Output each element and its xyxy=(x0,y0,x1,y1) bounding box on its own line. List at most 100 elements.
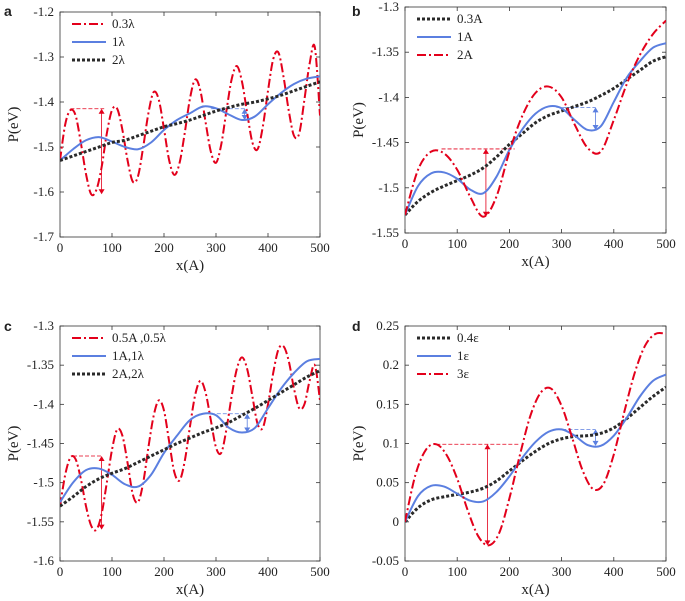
x-tick-label: 0 xyxy=(402,236,409,251)
x-tick-label: 300 xyxy=(206,564,226,579)
panel-letter: a xyxy=(4,3,12,19)
x-axis-label: x(A) xyxy=(521,582,549,598)
annotation-arrow-up xyxy=(98,108,105,114)
y-tick-label: -1.2 xyxy=(33,4,54,19)
y-tick-label: -1.55 xyxy=(27,514,54,529)
panel-d: d0 100 200 300 400 5000.250.20.150.10.050-0.0… xyxy=(351,318,676,598)
x-tick-label: 500 xyxy=(656,564,676,579)
x-tick-label: 200 xyxy=(154,564,174,579)
panel-letter: b xyxy=(352,3,361,19)
series-line-0 xyxy=(405,55,666,216)
plot-area xyxy=(60,344,320,532)
legend-label-2: 2λ xyxy=(112,52,126,67)
annotation-arrow-down xyxy=(592,124,599,130)
panel-letter: c xyxy=(4,318,12,334)
x-tick-label: 300 xyxy=(552,564,572,579)
plot-frame xyxy=(59,11,321,238)
panel-b: b 0 100 200 300 400 500 -1.3 -1.35 -1.4 -1.45 -1.5 -… xyxy=(351,0,676,270)
series-line-2 xyxy=(405,331,666,547)
annotation-arrow-down xyxy=(98,189,105,195)
panel-letter: d xyxy=(352,318,361,334)
panel-a: a 0 100 200 300 400 500 -1.2 -1.3 -1.4 -1.5 -1.6 -1.… xyxy=(4,3,330,274)
legend-label-1: 1λ xyxy=(112,34,126,49)
annotation-arrow-down xyxy=(484,540,491,546)
legend-label-1: 1ε xyxy=(457,348,470,363)
annotation-arrow-down xyxy=(241,115,248,120)
plot-area xyxy=(405,331,666,547)
series-line-1 xyxy=(405,42,666,216)
y-tick-label: -1.6 xyxy=(33,184,54,199)
y-tick-label: -1.6 xyxy=(33,553,54,568)
y-tick-label: -0.05 xyxy=(372,553,399,568)
series-line-0 xyxy=(60,344,320,532)
x-tick-label: 200 xyxy=(500,236,520,251)
plot-frame xyxy=(404,6,667,234)
y-tick-label: 0.1 xyxy=(383,436,399,451)
x-tick-label: 400 xyxy=(258,564,278,579)
x-tick-label: 100 xyxy=(102,240,122,255)
x-tick-label: 400 xyxy=(258,240,278,255)
y-tick-label: -1.5 xyxy=(33,139,54,154)
y-tick-label: 0.05 xyxy=(376,475,399,490)
y-axis-label: P(eV) xyxy=(6,107,22,143)
y-tick-label: -1.4 xyxy=(378,89,399,104)
annotation-arrow-down xyxy=(98,524,105,530)
legend-label-1: 1A,1λ xyxy=(112,348,145,363)
x-tick-label: 0 xyxy=(57,564,64,579)
x-tick-label: 100 xyxy=(447,236,467,251)
series-line-0 xyxy=(405,385,666,523)
legend-label-0: 0.4ε xyxy=(457,330,479,345)
y-tick-label: -1.3 xyxy=(33,49,54,64)
y-tick-label: -1.35 xyxy=(372,44,399,59)
y-tick-label: 0.25 xyxy=(376,318,399,333)
y-tick-label: -1.5 xyxy=(33,475,54,490)
y-axis-label: P(eV) xyxy=(351,426,367,462)
x-tick-label: 100 xyxy=(447,564,467,579)
y-tick-label: -1.5 xyxy=(378,180,399,195)
x-tick-label: 300 xyxy=(206,240,226,255)
x-axis-label: x(A) xyxy=(176,258,204,274)
panels: a 0 100 200 300 400 500 -1.2 -1.3 -1.4 -1.5 -1.6 -1.… xyxy=(4,0,676,598)
x-tick-label: 200 xyxy=(154,240,174,255)
x-tick-label: 200 xyxy=(500,564,520,579)
y-tick-label: 0.2 xyxy=(383,357,399,372)
series-line-0 xyxy=(60,43,320,197)
y-tick-label: -1.4 xyxy=(33,396,54,411)
y-tick-label: -1.45 xyxy=(372,135,399,150)
annotation-arrow-up xyxy=(98,456,105,462)
series-line-2 xyxy=(405,19,666,218)
annotation-arrow-up xyxy=(244,413,251,419)
y-tick-label: 0 xyxy=(393,514,400,529)
series-line-2 xyxy=(60,369,320,508)
annotation-arrow-up xyxy=(241,108,248,114)
legend-label-2: 2A,2λ xyxy=(112,366,145,381)
x-tick-label: 100 xyxy=(102,564,122,579)
x-axis-label: x(A) xyxy=(521,254,549,270)
y-tick-label: -1.35 xyxy=(27,357,54,372)
y-axis-label: P(eV) xyxy=(351,102,367,138)
legend-label-0: 0.3A xyxy=(457,11,483,26)
panel-c: c 0 100 200 300 400 500 -1.3 -1.35 -1.4 -1.45 -1.5 -… xyxy=(4,318,330,598)
y-tick-label: -1.45 xyxy=(27,436,54,451)
legend-label-2: 3ε xyxy=(457,366,470,381)
annotation-arrow-down xyxy=(244,427,251,433)
y-tick-label: -1.4 xyxy=(33,94,54,109)
annotation-arrow-up xyxy=(592,107,599,113)
y-tick-label: -1.3 xyxy=(378,0,399,14)
x-tick-label: 400 xyxy=(604,236,624,251)
x-tick-label: 500 xyxy=(310,240,330,255)
x-tick-label: 500 xyxy=(656,236,676,251)
x-axis-label: x(A) xyxy=(176,582,204,598)
y-tick-label: -1.55 xyxy=(372,225,399,240)
y-tick-label: 0.15 xyxy=(376,396,399,411)
legend-label-2: 2A xyxy=(457,47,474,62)
x-tick-label: 0 xyxy=(402,564,409,579)
x-tick-label: 0 xyxy=(57,240,64,255)
series-line-1 xyxy=(405,373,666,523)
x-tick-label: 500 xyxy=(310,564,330,579)
legend-label-1: 1A xyxy=(457,29,474,44)
y-axis-label: P(eV) xyxy=(6,426,22,462)
annotation-arrow-up xyxy=(482,148,489,154)
plot-frame xyxy=(404,325,667,562)
